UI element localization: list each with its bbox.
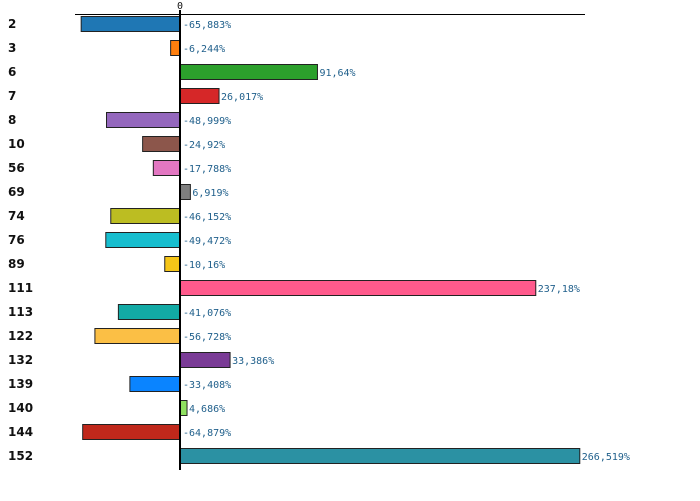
bar-152 <box>179 448 581 464</box>
category-label: 111 <box>8 281 33 295</box>
value-label: 4,686% <box>189 404 225 415</box>
bar-122 <box>94 328 181 344</box>
bar-111 <box>179 280 537 296</box>
category-label: 6 <box>8 65 16 79</box>
bar-144 <box>82 424 181 440</box>
value-label: -64,879% <box>183 428 231 439</box>
bar-6 <box>179 64 318 80</box>
category-label: 76 <box>8 233 25 247</box>
bars-group: 2 -65,883% 3 -6,244% 6 91,64% 7 26,017% 8 -48,999… <box>8 16 630 464</box>
category-label: 122 <box>8 329 33 343</box>
category-label: 10 <box>8 137 25 151</box>
value-label: -65,883% <box>183 20 231 31</box>
bar-69 <box>179 184 191 200</box>
value-label: 6,919% <box>192 188 228 199</box>
bar-10 <box>142 136 181 152</box>
bar-76 <box>105 232 181 248</box>
category-label: 132 <box>8 353 33 367</box>
category-label: 56 <box>8 161 25 175</box>
category-label: 89 <box>8 257 25 271</box>
value-label: -56,728% <box>183 332 231 343</box>
zero-tick-label: 0 <box>177 1 183 12</box>
category-label: 113 <box>8 305 33 319</box>
bar-74 <box>110 208 181 224</box>
bar-56 <box>152 160 181 176</box>
category-label: 152 <box>8 449 33 463</box>
value-label: 266,519% <box>582 452 630 463</box>
category-label: 7 <box>8 89 16 103</box>
category-label: 3 <box>8 41 16 55</box>
bar-132 <box>179 352 231 368</box>
value-label: -17,788% <box>183 164 231 175</box>
value-label: 26,017% <box>221 92 263 103</box>
category-label: 74 <box>8 209 25 223</box>
value-label: 237,18% <box>538 284 580 295</box>
bar-139 <box>129 376 181 392</box>
category-label: 144 <box>8 425 33 439</box>
value-label: 91,64% <box>319 68 355 79</box>
value-label: -33,408% <box>183 380 231 391</box>
value-label: -10,16% <box>183 260 225 271</box>
category-label: 140 <box>8 401 33 415</box>
category-label: 139 <box>8 377 33 391</box>
value-label: -46,152% <box>183 212 231 223</box>
category-label: 8 <box>8 113 16 127</box>
value-label: 33,386% <box>232 356 274 367</box>
value-label: -49,472% <box>183 236 231 247</box>
bar-2 <box>80 16 181 32</box>
value-label: -6,244% <box>183 44 225 55</box>
value-label: -48,999% <box>183 116 231 127</box>
category-label: 69 <box>8 185 25 199</box>
bar-3 <box>170 40 181 56</box>
value-label: -41,076% <box>183 308 231 319</box>
bar-7 <box>179 88 220 104</box>
bar-140 <box>179 400 188 416</box>
value-label: -24,92% <box>183 140 225 151</box>
bar-8 <box>106 112 181 128</box>
category-label: 2 <box>8 17 16 31</box>
bar-89 <box>164 256 181 272</box>
bar-113 <box>117 304 181 320</box>
